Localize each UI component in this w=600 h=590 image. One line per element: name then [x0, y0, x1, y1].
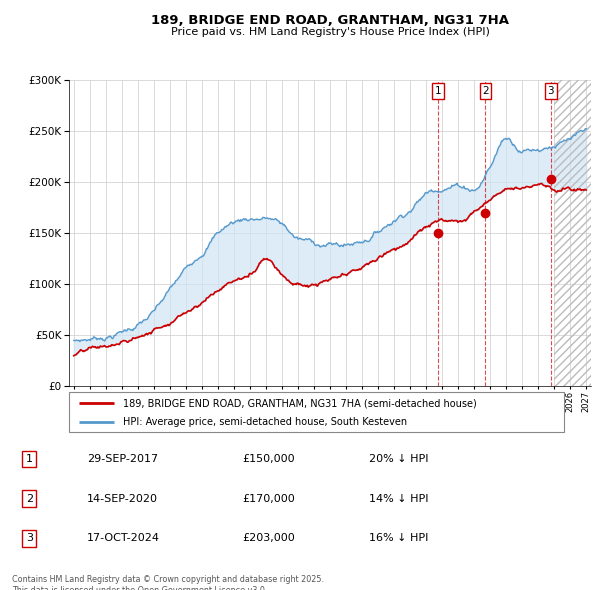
Text: 189, BRIDGE END ROAD, GRANTHAM, NG31 7HA (semi-detached house): 189, BRIDGE END ROAD, GRANTHAM, NG31 7HA… [124, 398, 477, 408]
Text: 17-OCT-2024: 17-OCT-2024 [87, 533, 160, 543]
Text: £203,000: £203,000 [242, 533, 295, 543]
Text: £150,000: £150,000 [242, 454, 295, 464]
Text: 14% ↓ HPI: 14% ↓ HPI [369, 494, 428, 503]
Text: 29-SEP-2017: 29-SEP-2017 [87, 454, 158, 464]
Text: 1: 1 [26, 454, 33, 464]
Text: 16% ↓ HPI: 16% ↓ HPI [369, 533, 428, 543]
FancyBboxPatch shape [69, 392, 564, 432]
Text: 2: 2 [482, 86, 489, 96]
Text: HPI: Average price, semi-detached house, South Kesteven: HPI: Average price, semi-detached house,… [124, 417, 407, 427]
Text: 2: 2 [26, 494, 33, 503]
Text: 3: 3 [547, 86, 554, 96]
Text: 20% ↓ HPI: 20% ↓ HPI [369, 454, 428, 464]
Text: £170,000: £170,000 [242, 494, 295, 503]
Text: 3: 3 [26, 533, 33, 543]
Text: Price paid vs. HM Land Registry's House Price Index (HPI): Price paid vs. HM Land Registry's House … [170, 28, 490, 37]
Text: 189, BRIDGE END ROAD, GRANTHAM, NG31 7HA: 189, BRIDGE END ROAD, GRANTHAM, NG31 7HA [151, 14, 509, 27]
Text: Contains HM Land Registry data © Crown copyright and database right 2025.
This d: Contains HM Land Registry data © Crown c… [12, 575, 324, 590]
Text: 1: 1 [435, 86, 442, 96]
Text: 14-SEP-2020: 14-SEP-2020 [87, 494, 158, 503]
